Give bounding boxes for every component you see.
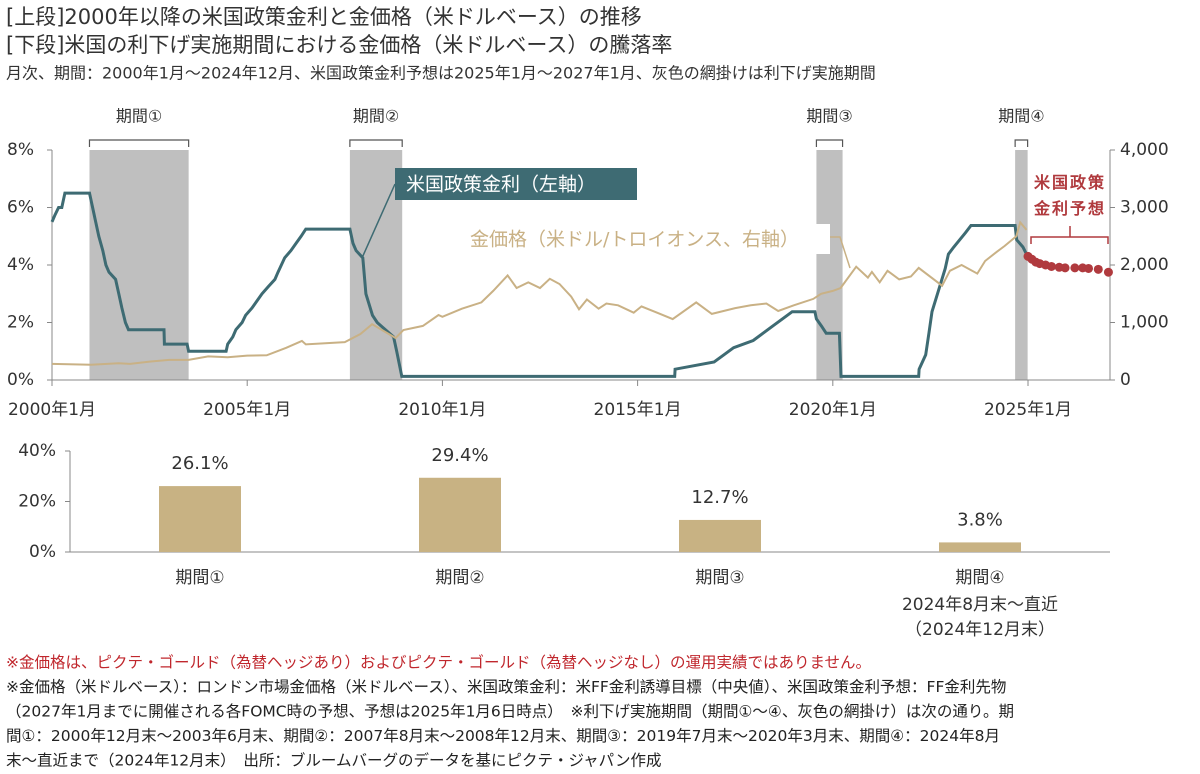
note: ※金価格（米ドルベース）：ロンドン市場金価格（米ドルベース）、米国政策金利：米F…: [6, 678, 1006, 696]
forecast-dot: [1046, 261, 1056, 271]
y2-tick-label: 1,000: [1120, 313, 1169, 333]
subtitle: 月次、期間：2000年1月～2024年12月、米国政策金利予想は2025年1月～…: [6, 64, 876, 83]
y-tick-label: 20%: [18, 492, 56, 512]
y2-tick-label: 2,000: [1120, 255, 1169, 275]
y-tick-label: 4%: [7, 255, 34, 275]
x-tick-label: 2025年1月: [984, 400, 1072, 420]
x-tick-label: 2015年1月: [594, 400, 682, 420]
note: 間①：2000年12月末～2003年6月末、期間②：2007年8月末～2008年…: [6, 727, 1000, 745]
x-tick-label: 期間③: [695, 568, 744, 588]
forecast-dot: [1093, 264, 1103, 274]
period-bracket: [1014, 139, 1029, 147]
category-note: 2024年8月末～直近: [902, 595, 1058, 615]
period-label: 期間②: [353, 107, 399, 126]
legend-box: [462, 224, 830, 254]
value-label: 12.7%: [691, 487, 748, 508]
forecast-dot: [1103, 267, 1113, 277]
x-tick-label: 2000年1月: [8, 400, 96, 420]
note: 末～直近まで（2024年12月末） 出所：ブルームバーグのデータを基にピクテ・ジ…: [6, 751, 661, 770]
value-label: 3.8%: [957, 509, 1003, 530]
y2-tick-label: 0: [1120, 370, 1131, 390]
period-label: 期間③: [806, 107, 852, 126]
forecast-dot: [1084, 263, 1094, 273]
forecast-dot: [1070, 263, 1080, 273]
cut-period: [1015, 150, 1028, 380]
note: ※金価格は、ピクテ・ゴールド（為替ヘッジあり）およびピクテ・ゴールド（為替ヘッジ…: [6, 653, 871, 672]
callout-line: [361, 183, 396, 259]
legend-box: [395, 168, 637, 200]
bar: [939, 542, 1021, 552]
legend-label: 金価格（米ドル/トロイオンス、右軸）: [470, 229, 799, 251]
period-bracket: [349, 139, 403, 147]
x-tick-label: 期間②: [435, 568, 484, 588]
y-tick-label: 8%: [7, 140, 34, 160]
forecast-dot: [1060, 263, 1070, 273]
period-bracket: [815, 139, 844, 147]
legend-label: 米国政策金利（左軸）: [406, 174, 596, 196]
note: （2027年1月までに開催される各FOMC時の予想、予想は2025年1月6日時点…: [6, 703, 1014, 721]
y-tick-label: 40%: [18, 441, 56, 461]
y-tick-label: 0%: [7, 370, 34, 390]
x-tick-label: 期間①: [175, 568, 224, 588]
value-label: 26.1%: [171, 453, 228, 474]
title: [上段]2000年以降の米国政策金利と金価格（米ドルベース）の推移: [6, 5, 642, 29]
x-tick-label: 期間④: [955, 568, 1004, 588]
y-tick-label: 6%: [7, 198, 34, 218]
y2-tick-label: 3,000: [1120, 198, 1169, 218]
bar: [159, 486, 241, 552]
period-label: 期間④: [998, 107, 1044, 126]
period-label: 期間①: [116, 107, 162, 126]
forecast-bracket: [1030, 226, 1109, 244]
value-label: 29.4%: [431, 445, 488, 466]
bar: [419, 477, 501, 552]
title: [下段]米国の利下げ実施期間における金価格（米ドルベース）の騰落率: [6, 33, 672, 57]
y2-tick-label: 4,000: [1120, 140, 1169, 160]
period-bracket: [88, 139, 190, 147]
bar: [679, 519, 761, 552]
y-tick-label: 0%: [29, 542, 56, 562]
series-line: [51, 220, 1028, 366]
series-line: [50, 191, 1028, 378]
forecast-label: 米国政策金利予想: [1033, 173, 1106, 218]
x-tick-label: 2005年1月: [203, 400, 291, 420]
category-note: （2024年12月末）: [905, 620, 1055, 640]
callout-line: [830, 236, 851, 269]
y-tick-label: 2%: [7, 313, 34, 333]
x-tick-label: 2020年1月: [789, 400, 877, 420]
x-tick-label: 2010年1月: [398, 400, 486, 420]
